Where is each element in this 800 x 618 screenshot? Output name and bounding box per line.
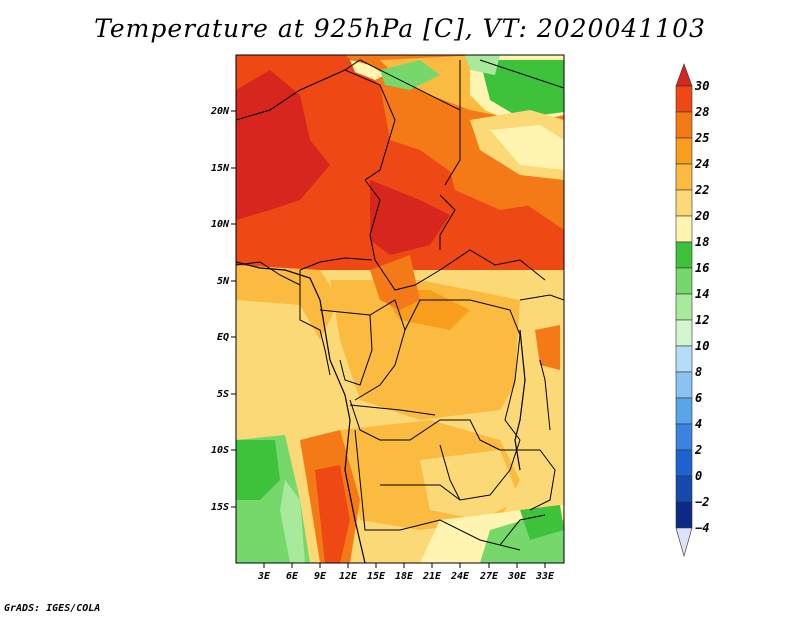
lon-label: 12E xyxy=(339,571,358,582)
ne-green xyxy=(480,60,564,118)
lon-label: 30E xyxy=(507,571,527,582)
colorbar-label: −4 xyxy=(695,521,709,535)
grads-credit: GrADS: IGES/COLA xyxy=(4,603,101,614)
namib-hotter xyxy=(315,465,350,563)
colorbar-swatch-28 xyxy=(675,85,693,113)
lon-label: 9E xyxy=(314,571,327,582)
colorbar-label: 8 xyxy=(695,365,702,379)
lat-label: 10N xyxy=(211,219,230,230)
colorbar-swatch-8 xyxy=(675,345,693,373)
lat-label: 5N xyxy=(217,276,230,287)
colorbar-label: 24 xyxy=(694,157,709,171)
colorbar-swatch-4 xyxy=(675,397,693,425)
n-lightgreen-patch xyxy=(465,55,500,75)
lon-label: 18E xyxy=(395,571,414,582)
n-mild-patch xyxy=(350,60,385,80)
atlantic-darkgreen xyxy=(236,440,280,500)
lat-label: EQ xyxy=(217,332,229,343)
colorbar-label: 18 xyxy=(695,235,709,249)
ocean-south xyxy=(236,350,340,440)
lon-label: 24E xyxy=(450,571,470,582)
colorbar-swatch-6 xyxy=(675,371,693,399)
colorbar-label: 25 xyxy=(694,131,709,145)
colorbar-swatch-2 xyxy=(675,423,693,451)
colorbar-label: 12 xyxy=(695,313,709,327)
lon-label: 6E xyxy=(286,571,299,582)
cameroon-hot xyxy=(370,255,420,310)
colorbar-swatch-m4 xyxy=(675,501,693,529)
lat-label: 15N xyxy=(211,163,230,174)
n-green-patch xyxy=(380,60,440,90)
lon-ticks xyxy=(263,563,546,568)
chart-title: Temperature at 925hPa [C], VT: 202004110… xyxy=(94,14,706,43)
colorbar-top-arrow xyxy=(675,63,693,87)
colorbar-label: −2 xyxy=(695,495,709,509)
lat-label: 15S xyxy=(211,502,229,513)
temperature-field xyxy=(236,55,564,563)
colorbar-labels: 30 28 25 24 22 20 18 16 14 12 10 8 6 4 2… xyxy=(694,79,709,535)
colorbar-swatch-18 xyxy=(675,215,693,243)
colorbar-swatch-12 xyxy=(675,293,693,321)
southeast-darkgreen xyxy=(520,505,564,540)
warm-east xyxy=(440,130,564,210)
colorbar-label: 2 xyxy=(694,443,702,457)
colorbar-swatch-16 xyxy=(675,241,693,269)
colorbar-swatch-14 xyxy=(675,267,693,295)
country-borders xyxy=(236,59,564,551)
colorbar-label: 6 xyxy=(695,391,702,405)
map-frame xyxy=(235,54,565,564)
lat-labels: 20N 15N 10N 5N EQ 5S 10S 15S xyxy=(210,106,230,513)
lat-label: 20N xyxy=(210,106,230,117)
lon-label: 27E xyxy=(479,571,499,582)
colorbar-label: 4 xyxy=(695,417,702,431)
lat-label: 5S xyxy=(217,389,229,400)
hotter-region xyxy=(236,55,564,270)
hottest-central xyxy=(370,180,450,255)
hottest-west xyxy=(236,70,330,220)
colorbar-label: 0 xyxy=(695,469,702,483)
lat-label: 10S xyxy=(211,445,229,456)
colorbar-swatch-m2 xyxy=(675,475,693,503)
colorbar-label: 22 xyxy=(694,183,709,197)
lon-label: 33E xyxy=(535,571,555,582)
colorbar-label: 30 xyxy=(694,79,709,93)
atlantic-light xyxy=(280,480,305,563)
ethiopia-cool xyxy=(490,125,564,170)
colorbar-swatch-20 xyxy=(675,189,693,217)
colorbar-label: 10 xyxy=(695,339,709,353)
colorbar-label: 16 xyxy=(695,261,709,275)
lon-label: 15E xyxy=(367,571,386,582)
colorbar-swatch-25 xyxy=(675,111,693,139)
colorbar-label: 20 xyxy=(694,209,709,223)
lake-victoria-warm xyxy=(535,325,560,370)
colorbar-label: 14 xyxy=(695,287,709,301)
colorbar xyxy=(675,63,693,558)
colorbar-swatch-22 xyxy=(675,163,693,191)
colorbar-label: 28 xyxy=(694,105,709,119)
colorbar-swatch-24 xyxy=(675,137,693,165)
colorbar-swatch-0 xyxy=(675,449,693,477)
colorbar-swatch-10 xyxy=(675,319,693,347)
lon-label: 21E xyxy=(422,571,442,582)
lon-labels: 3E 6E 9E 12E 15E 18E 21E 24E 27E 30E 33E xyxy=(257,571,555,582)
lat-ticks xyxy=(231,110,236,508)
lon-label: 3E xyxy=(257,571,271,582)
south-mild xyxy=(420,450,520,520)
colorbar-bottom-arrow xyxy=(675,527,693,558)
ocean-mild xyxy=(236,300,320,360)
coastline xyxy=(236,261,526,563)
